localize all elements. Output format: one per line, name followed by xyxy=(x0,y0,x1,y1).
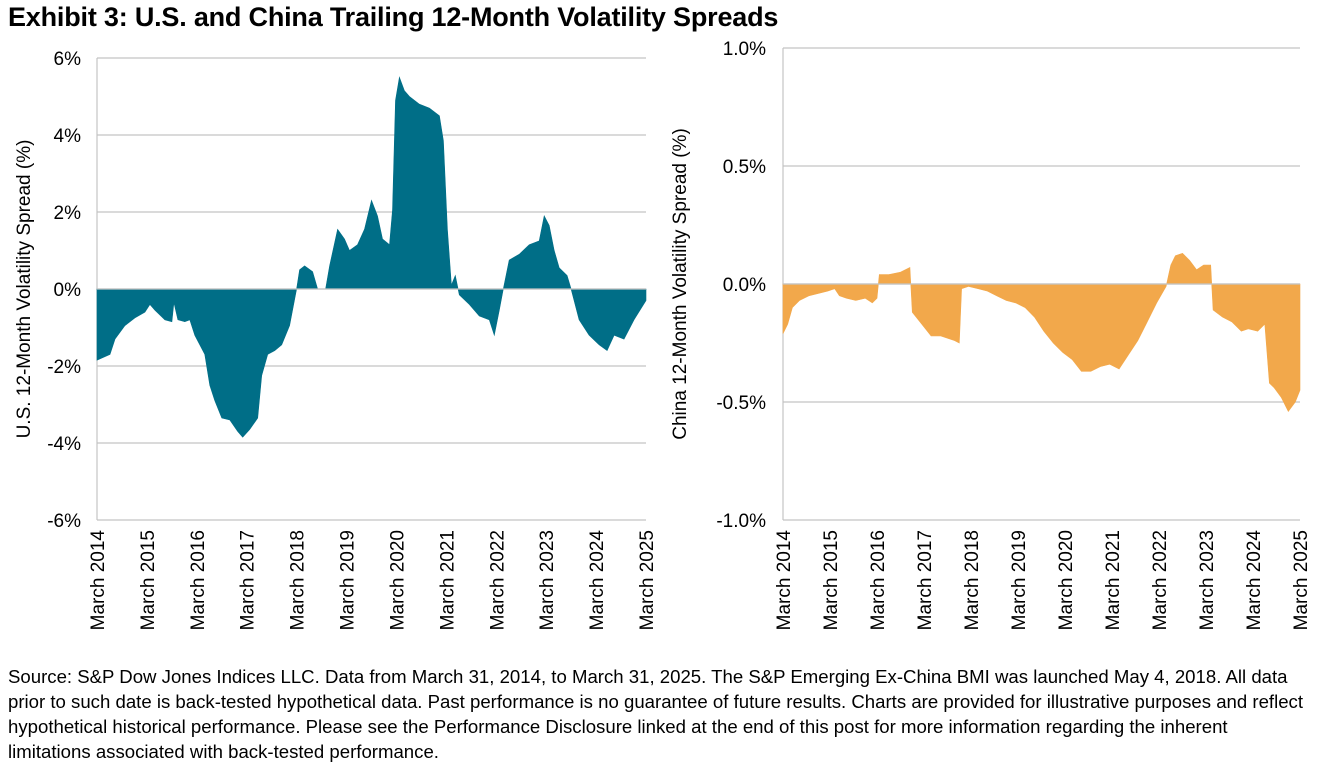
china-x-tick-label: March 2020 xyxy=(1056,530,1077,630)
china-y-tick-label: -1.0% xyxy=(716,511,766,532)
china-x-tick-label: March 2021 xyxy=(1103,530,1124,630)
china-x-tick-label: March 2014 xyxy=(774,530,795,631)
us-x-tick-label: March 2015 xyxy=(138,530,159,630)
us-y-tick-label: -6% xyxy=(47,511,81,532)
us-spread-area xyxy=(96,76,647,438)
us-x-tick-label: March 2023 xyxy=(537,530,558,630)
china-x-tick-label: March 2019 xyxy=(1009,530,1030,630)
china-y-tick-label: -0.5% xyxy=(716,393,766,414)
china-y-tick-label: 1.0% xyxy=(723,39,766,60)
us-x-tick-label: March 2018 xyxy=(288,530,309,630)
china-spread-area xyxy=(782,252,1301,412)
source-footnote: Source: S&P Dow Jones Indices LLC. Data … xyxy=(8,666,1304,762)
us-y-tick-label: 2% xyxy=(54,203,82,224)
us-y-tick-label: 4% xyxy=(54,126,82,147)
us-x-tick-label: March 2025 xyxy=(637,530,658,630)
china-y-tick-label: 0.5% xyxy=(723,157,766,178)
us-x-tick-label: March 2016 xyxy=(188,530,209,630)
us-x-tick-label: March 2014 xyxy=(88,530,109,631)
us-x-tick-label: March 2020 xyxy=(387,530,408,630)
us-y-axis-title: U.S. 12-Month Volatility Spread (%) xyxy=(14,140,35,439)
china-x-tick-label: March 2022 xyxy=(1150,530,1171,630)
us-x-tick-label: March 2022 xyxy=(487,530,508,630)
us-x-tick-label: March 2019 xyxy=(338,530,359,630)
china-x-tick-label: March 2025 xyxy=(1291,530,1312,630)
us-x-tick-label: March 2017 xyxy=(238,530,259,630)
us-x-tick-label: March 2021 xyxy=(437,530,458,630)
china-x-tick-label: March 2023 xyxy=(1197,530,1218,630)
us-y-tick-label: -2% xyxy=(47,357,81,378)
us-x-tick-label: March 2024 xyxy=(587,530,608,631)
china-x-tick-label: March 2017 xyxy=(915,530,936,630)
china-y-axis-title: China 12-Month Volatility Spread (%) xyxy=(670,128,691,440)
china-x-tick-label: March 2024 xyxy=(1244,530,1265,631)
us-y-tick-label: -4% xyxy=(47,434,81,455)
us-y-tick-label: 0% xyxy=(54,280,82,301)
china-x-tick-label: March 2016 xyxy=(868,530,889,630)
exhibit-title: Exhibit 3: U.S. and China Trailing 12-Mo… xyxy=(8,2,779,32)
china-y-tick-label: 0.0% xyxy=(723,275,766,296)
us-y-tick-label: 6% xyxy=(54,49,82,70)
china-x-tick-label: March 2015 xyxy=(821,530,842,630)
china-x-tick-label: March 2018 xyxy=(962,530,983,630)
